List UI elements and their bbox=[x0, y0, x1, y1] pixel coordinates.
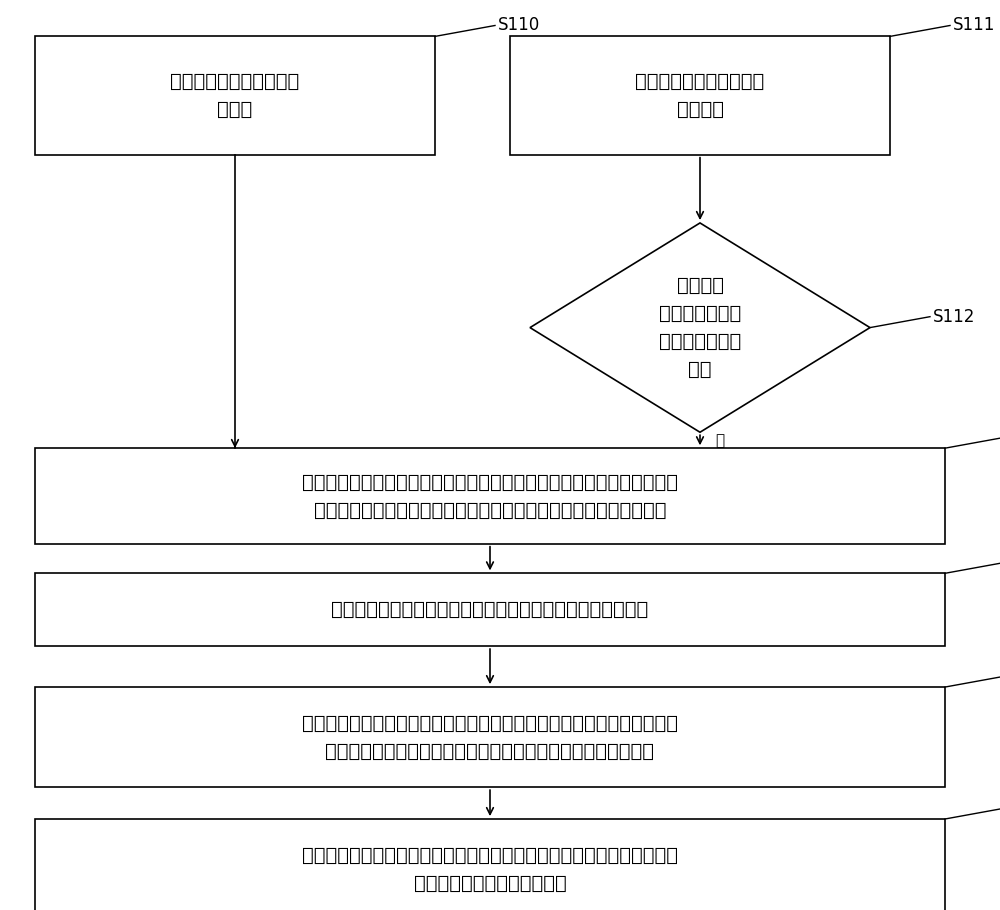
Text: S111: S111 bbox=[953, 16, 995, 35]
Text: 是: 是 bbox=[715, 433, 724, 448]
Text: 根据所述制冷系统的开停周期判定所述制冷系统的开停周期是否运行了预
设个开停周期，是则判定所述冰箱合格，否则判定所述冰箱故障: 根据所述制冷系统的开停周期判定所述制冷系统的开停周期是否运行了预 设个开停周期，… bbox=[302, 713, 678, 761]
Text: 在判定所述制冷系统的开停周期是否运行了预设数量之后，控制所述冷藏
室的温度为冷藏室的档位温度: 在判定所述制冷系统的开停周期是否运行了预设数量之后，控制所述冷藏 室的温度为冷藏… bbox=[302, 845, 678, 893]
Text: 在预设时间内，检测所述冰箱的冷藏室的制冷系统的开停周期: 在预设时间内，检测所述冰箱的冷藏室的制冷系统的开停周期 bbox=[331, 601, 649, 619]
Text: 检测待测冰箱上电时的冷
冻室温度: 检测待测冰箱上电时的冷 冻室温度 bbox=[635, 72, 765, 119]
Text: S110: S110 bbox=[498, 16, 540, 35]
Bar bbox=[35, 573, 945, 646]
Text: 判断所述
冷冻室温度是否
大于预设冷冻室
温度: 判断所述 冷冻室温度是否 大于预设冷冻室 温度 bbox=[659, 276, 741, 379]
Bar bbox=[510, 36, 890, 155]
Bar bbox=[35, 819, 945, 910]
Text: 判断所述环境温度是否大于预设环境温度，否则控制所述冷藏室的温度为
预设商检温度，其中，所述预设商检温度低于所述冷藏室的档位温度: 判断所述环境温度是否大于预设环境温度，否则控制所述冷藏室的温度为 预设商检温度，… bbox=[302, 472, 678, 520]
Bar bbox=[35, 687, 945, 787]
Text: S112: S112 bbox=[933, 308, 975, 326]
Bar bbox=[35, 448, 945, 543]
Bar bbox=[35, 36, 435, 155]
Polygon shape bbox=[530, 223, 870, 432]
Text: 检测待测冰箱上电时的环
境温度: 检测待测冰箱上电时的环 境温度 bbox=[170, 72, 300, 119]
